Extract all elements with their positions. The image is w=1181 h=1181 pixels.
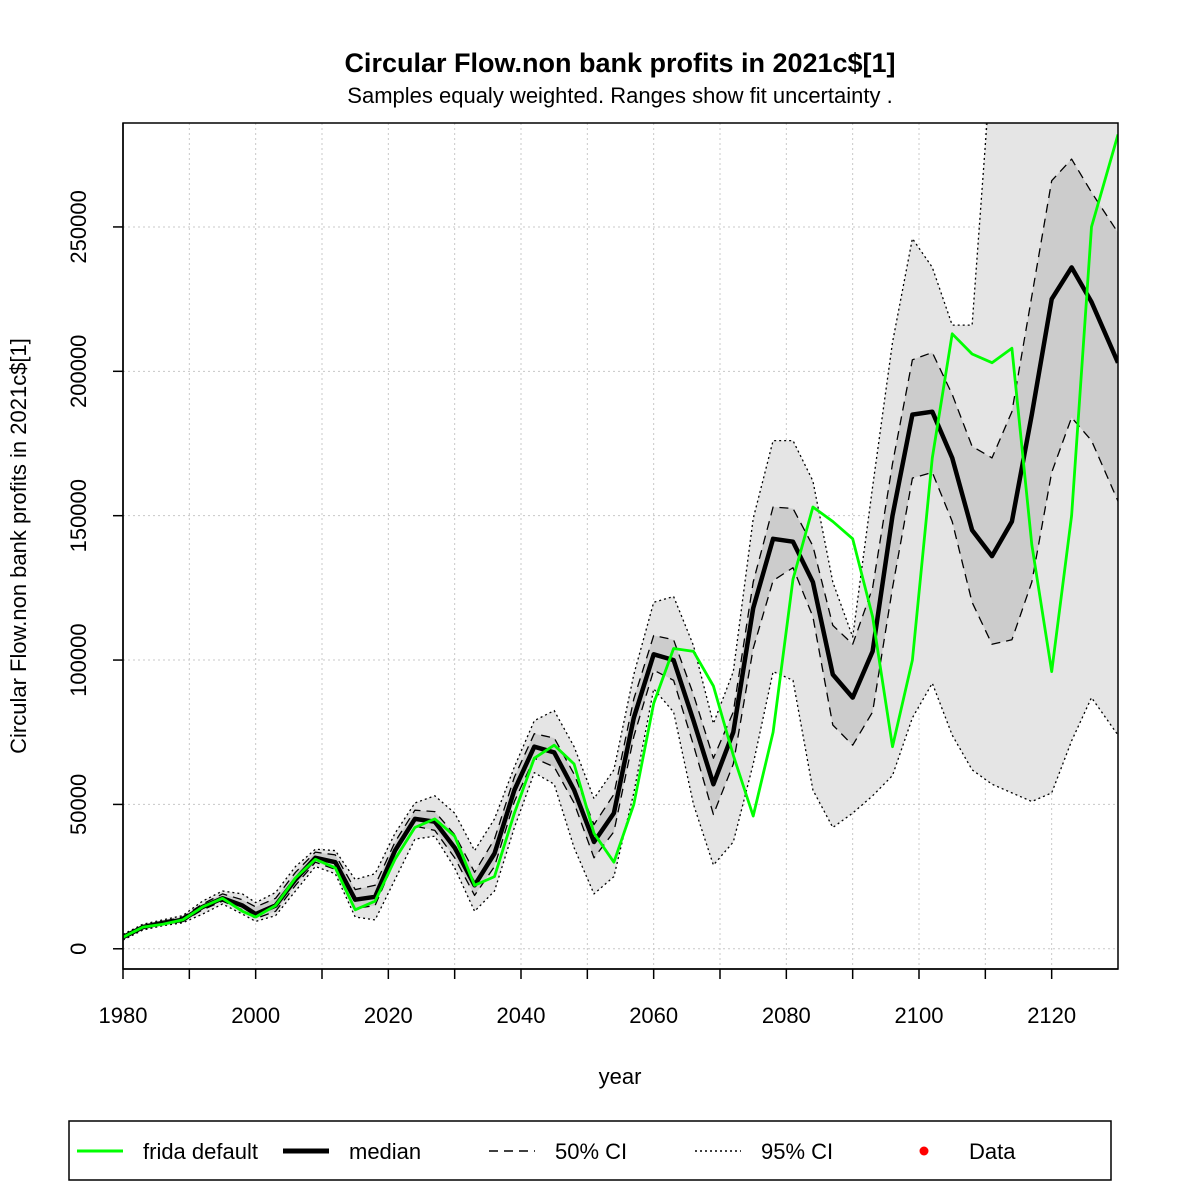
x-axis-label: year xyxy=(599,1064,642,1089)
legend-median-label: median xyxy=(349,1139,421,1164)
ci95-band xyxy=(123,123,1118,941)
ci50-lower-line xyxy=(123,416,1118,940)
y-tick-label: 100000 xyxy=(66,623,91,696)
x-tick-label: 2060 xyxy=(629,1003,678,1028)
y-tick-label: 200000 xyxy=(66,335,91,408)
legend: frida default median 50% CI 95% CI Data xyxy=(68,1120,1112,1181)
x-tick-label: 2080 xyxy=(762,1003,811,1028)
y-tick-label: 250000 xyxy=(66,190,91,263)
y-tick-label: 150000 xyxy=(66,479,91,552)
x-axis: 1980 2000 2020 2040 2060 2080 2100 2120 xyxy=(99,968,1118,1028)
ci95-lower-line xyxy=(123,670,1118,941)
ci95-area xyxy=(123,123,1118,941)
chart-title: Circular Flow.non bank profits in 2021c$… xyxy=(344,48,895,78)
legend-data-swatch xyxy=(919,1146,929,1156)
y-tick-label: 50000 xyxy=(66,774,91,835)
legend-box xyxy=(68,1120,1112,1181)
x-tick-label: 2120 xyxy=(1027,1003,1076,1028)
series-lines xyxy=(123,123,1118,941)
frida-default-line xyxy=(123,134,1118,939)
legend-ci50-label: 50% CI xyxy=(555,1139,627,1164)
x-tick-label: 2040 xyxy=(497,1003,546,1028)
chart-subtitle: Samples equaly weighted. Ranges show fit… xyxy=(347,83,892,108)
legend-ci95-label: 95% CI xyxy=(761,1139,833,1164)
legend-frida-label: frida default xyxy=(143,1139,258,1164)
x-tick-label: 2000 xyxy=(231,1003,280,1028)
x-tick-label: 1980 xyxy=(99,1003,148,1028)
plot-area xyxy=(122,122,1119,970)
y-tick-label: 0 xyxy=(66,943,91,955)
x-tick-label: 2100 xyxy=(895,1003,944,1028)
y-axis-label: Circular Flow.non bank profits in 2021c$… xyxy=(6,338,31,754)
legend-data-label: Data xyxy=(969,1139,1016,1164)
x-tick-label: 2020 xyxy=(364,1003,413,1028)
y-axis: 0 50000 100000 150000 200000 250000 xyxy=(66,123,124,969)
